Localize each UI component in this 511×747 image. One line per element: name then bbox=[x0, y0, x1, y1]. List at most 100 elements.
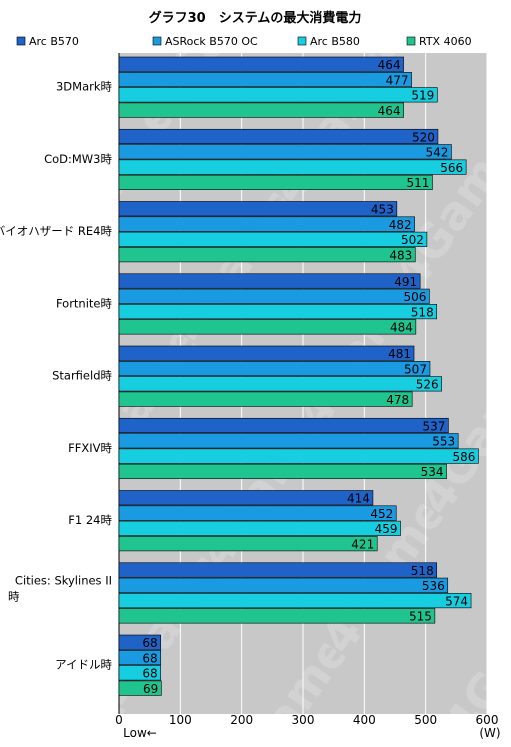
legend-swatch bbox=[297, 36, 307, 46]
data-label: 491 bbox=[394, 275, 417, 289]
bar bbox=[118, 56, 404, 72]
x-tick-label: 0 bbox=[115, 713, 123, 727]
bar bbox=[118, 304, 438, 320]
bar bbox=[118, 520, 401, 536]
bar bbox=[118, 319, 417, 335]
x-tick-label: 600 bbox=[476, 713, 499, 727]
data-label: 574 bbox=[445, 594, 468, 608]
data-label: 518 bbox=[411, 564, 434, 578]
category-label: Starfield時 bbox=[52, 369, 112, 383]
bar bbox=[118, 608, 436, 624]
data-label: 421 bbox=[351, 537, 374, 551]
data-label: 452 bbox=[370, 507, 393, 521]
category-label: 時 bbox=[8, 589, 20, 603]
x-tick-label: 200 bbox=[230, 713, 253, 727]
data-label: 502 bbox=[401, 233, 424, 247]
bar bbox=[118, 649, 162, 666]
bar bbox=[118, 593, 472, 609]
bar bbox=[118, 345, 415, 361]
bar bbox=[118, 634, 162, 650]
legend-swatch bbox=[406, 36, 416, 46]
data-label: 586 bbox=[453, 450, 476, 464]
bar bbox=[118, 87, 438, 103]
bar bbox=[118, 505, 397, 521]
bar bbox=[118, 231, 428, 247]
bar bbox=[118, 376, 442, 392]
x-tick-label: 400 bbox=[353, 713, 376, 727]
bar bbox=[118, 216, 415, 232]
bar bbox=[118, 448, 479, 464]
bar bbox=[118, 159, 467, 175]
category-label: Fortnite時 bbox=[56, 296, 113, 310]
legend-label: Arc B570 bbox=[29, 35, 79, 48]
data-label: 511 bbox=[407, 176, 430, 190]
category-label: 3DMark時 bbox=[56, 80, 113, 94]
bar bbox=[118, 463, 447, 479]
data-label: 68 bbox=[142, 636, 157, 650]
data-label: 518 bbox=[411, 305, 434, 319]
legend-swatch bbox=[152, 36, 162, 46]
data-label: 484 bbox=[390, 321, 413, 335]
data-label: 536 bbox=[422, 579, 445, 593]
data-label: 478 bbox=[386, 393, 409, 407]
bar bbox=[118, 247, 416, 263]
bar bbox=[118, 102, 404, 118]
bars: 4644775194645205425665114534825024834915… bbox=[118, 56, 479, 696]
bar bbox=[118, 391, 413, 407]
bar bbox=[118, 360, 431, 377]
legend-label: ASRock B570 OC bbox=[165, 35, 258, 48]
data-label: 68 bbox=[142, 651, 157, 665]
unit-label: (W) bbox=[479, 726, 500, 740]
data-label: 534 bbox=[421, 465, 444, 479]
legend-label: RTX 4060 bbox=[419, 35, 472, 48]
bar bbox=[118, 433, 459, 449]
category-label: バイオハザード RE4時 bbox=[0, 224, 112, 238]
bar bbox=[118, 288, 430, 304]
data-label: 537 bbox=[422, 419, 445, 433]
data-label: 414 bbox=[347, 492, 370, 506]
data-label: 68 bbox=[142, 667, 157, 681]
category-label: アイドル時 bbox=[55, 658, 112, 672]
data-label: 482 bbox=[389, 218, 412, 232]
chart-title: グラフ30 システムの最大消費電力 bbox=[149, 10, 362, 26]
legend-label: Arc B580 bbox=[310, 35, 360, 48]
bar bbox=[118, 128, 439, 145]
x-tick-label: 100 bbox=[169, 713, 192, 727]
data-label: 506 bbox=[403, 290, 426, 304]
data-label: 566 bbox=[440, 161, 463, 175]
legend-swatch bbox=[16, 36, 26, 46]
legend: Arc B570 ASRock B570 OC Arc B580 RTX 4060 bbox=[16, 35, 472, 48]
data-label: 464 bbox=[378, 104, 401, 118]
data-label: 542 bbox=[426, 146, 449, 160]
x-tick-label: 500 bbox=[414, 713, 437, 727]
data-label: 507 bbox=[404, 362, 427, 376]
bar bbox=[118, 680, 162, 696]
bar bbox=[118, 536, 378, 552]
data-label: 519 bbox=[411, 89, 434, 103]
data-label: 459 bbox=[375, 522, 398, 536]
data-label: 520 bbox=[412, 130, 435, 144]
x-axis-ticks: 0 100 200 300 400 500 600 bbox=[115, 713, 498, 727]
data-label: 481 bbox=[388, 347, 411, 361]
low-label: Low← bbox=[123, 726, 157, 740]
data-label: 477 bbox=[386, 73, 409, 87]
data-label: 483 bbox=[389, 248, 412, 262]
bar bbox=[118, 490, 374, 506]
category-label: Cities: Skylines II bbox=[15, 573, 112, 587]
category-label: FFXIV時 bbox=[68, 441, 112, 455]
bar bbox=[118, 201, 398, 217]
bar bbox=[118, 144, 452, 160]
bar bbox=[118, 562, 438, 578]
x-tick-label: 300 bbox=[292, 713, 315, 727]
data-label: 453 bbox=[371, 203, 394, 217]
bar bbox=[118, 417, 449, 434]
bar bbox=[118, 273, 421, 289]
data-label: 553 bbox=[432, 435, 455, 449]
bar bbox=[118, 174, 433, 190]
bar bbox=[118, 665, 162, 681]
data-label: 515 bbox=[409, 610, 432, 624]
bar bbox=[118, 72, 412, 88]
bar bbox=[118, 577, 449, 593]
